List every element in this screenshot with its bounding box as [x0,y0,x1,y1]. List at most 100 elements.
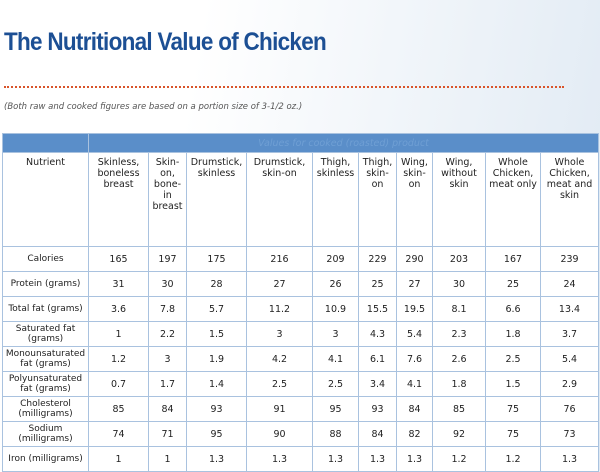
cell: 290 [396,246,433,272]
cell: 1.5 [186,321,247,347]
cell: 165 [88,246,149,272]
cell: 91 [246,396,313,422]
cell: 71 [148,421,187,447]
cell: 84 [358,421,397,447]
cell: 5.4 [396,321,433,347]
cell: 85 [432,396,486,422]
cell: 1 [88,321,149,347]
cell: 92 [432,421,486,447]
column-header: Whole Chicken, meat only [485,152,541,247]
cell: 216 [246,246,313,272]
column-header: Wing, without skin [432,152,486,247]
cell: 6.1 [358,346,397,372]
nutrition-table: Values for cooked (roasted) product Nutr… [2,133,600,472]
column-header: Thigh, skinless [312,152,359,247]
row-label: Calories [2,246,89,272]
cell: 4.1 [312,346,359,372]
cell: 88 [312,421,359,447]
cell: 27 [246,271,313,297]
column-header: Drumstick, skin-on [246,152,313,247]
cell: 2.5 [485,346,541,372]
cell: 167 [485,246,541,272]
cell: 31 [88,271,149,297]
cell: 1.7 [148,371,187,397]
cell: 6.6 [485,296,541,322]
cell: 75 [485,421,541,447]
cell: 26 [312,271,359,297]
cell: 30 [432,271,486,297]
row-label: Iron (milligrams) [2,446,89,472]
cell: 3 [312,321,359,347]
table-row: Total fat (grams) 3.6 7.8 5.7 11.2 10.9 15.5 19… [2,296,600,322]
row-label: Cholesterol (milligrams) [2,396,89,422]
cell: 5.7 [186,296,247,322]
blank-cell [2,133,89,153]
group-header: Values for cooked (roasted) product [87,133,600,153]
table-row: Iron (milligrams) 1 1 1.3 1.3 1.3 1.3 1.3 1.2 1.2… [2,446,600,472]
cell: 2.5 [312,371,359,397]
cell: 7.6 [396,346,433,372]
cell: 73 [539,421,600,447]
cell: 4.1 [396,371,433,397]
column-header: Nutrient [2,152,89,247]
cell: 3.6 [88,296,149,322]
cell: 1.3 [312,446,359,472]
cell: 90 [246,421,313,447]
table-row: Cholesterol (milligrams) 85 84 93 91 95 93 84 85… [2,396,600,422]
cell: 95 [312,396,359,422]
cell: 84 [396,396,433,422]
cell: 25 [485,271,541,297]
cell: 1.5 [485,371,541,397]
cell: 2.9 [539,371,600,397]
cell: 3.7 [539,321,600,347]
cell: 93 [358,396,397,422]
cell: 209 [312,246,359,272]
cell: 2.2 [148,321,187,347]
cell: 1.8 [485,321,541,347]
column-header: Whole Chicken, meat and skin [539,152,600,247]
cell: 28 [186,271,247,297]
cell: 10.9 [312,296,359,322]
cell: 1.2 [88,346,149,372]
cell: 5.4 [539,346,600,372]
cell: 27 [396,271,433,297]
cell: 4.2 [246,346,313,372]
cell: 8.1 [432,296,486,322]
table-row: Calories 165 197 175 216 209 229 290 203 167 239 [2,246,600,272]
cell: 3.4 [358,371,397,397]
cell: 1.3 [358,446,397,472]
cell: 25 [358,271,397,297]
cell: 2.6 [432,346,486,372]
cell: 30 [148,271,187,297]
cell: 1 [88,446,149,472]
table-row: Sodium (milligrams) 74 71 95 90 88 84 82 92 75 73 [2,421,600,447]
cell: 2.5 [246,371,313,397]
cell: 15.5 [358,296,397,322]
column-header: Skinless, boneless breast [88,152,149,247]
cell: 1.2 [432,446,486,472]
cell: 1.4 [186,371,247,397]
cell: 197 [148,246,187,272]
cell: 1 [148,446,187,472]
row-label: Polyunsaturated fat (grams) [2,371,89,397]
cell: 3 [246,321,313,347]
cell: 76 [539,396,600,422]
column-header: Drumstick, skinless [186,152,247,247]
row-label: Monounsaturated fat (grams) [2,346,89,372]
dotted-rule [4,86,564,88]
cell: 19.5 [396,296,433,322]
row-label: Saturated fat (grams) [2,321,89,347]
cell: 11.2 [246,296,313,322]
column-header: Thigh, skin-on [358,152,397,247]
row-label: Total fat (grams) [2,296,89,322]
cell: 229 [358,246,397,272]
cell: 203 [432,246,486,272]
cell: 2.3 [432,321,486,347]
cell: 7.8 [148,296,187,322]
cell: 1.3 [396,446,433,472]
cell: 1.8 [432,371,486,397]
cell: 85 [88,396,149,422]
cell: 1.3 [186,446,247,472]
subtitle: (Both raw and cooked figures are based o… [4,102,303,112]
cell: 74 [88,421,149,447]
